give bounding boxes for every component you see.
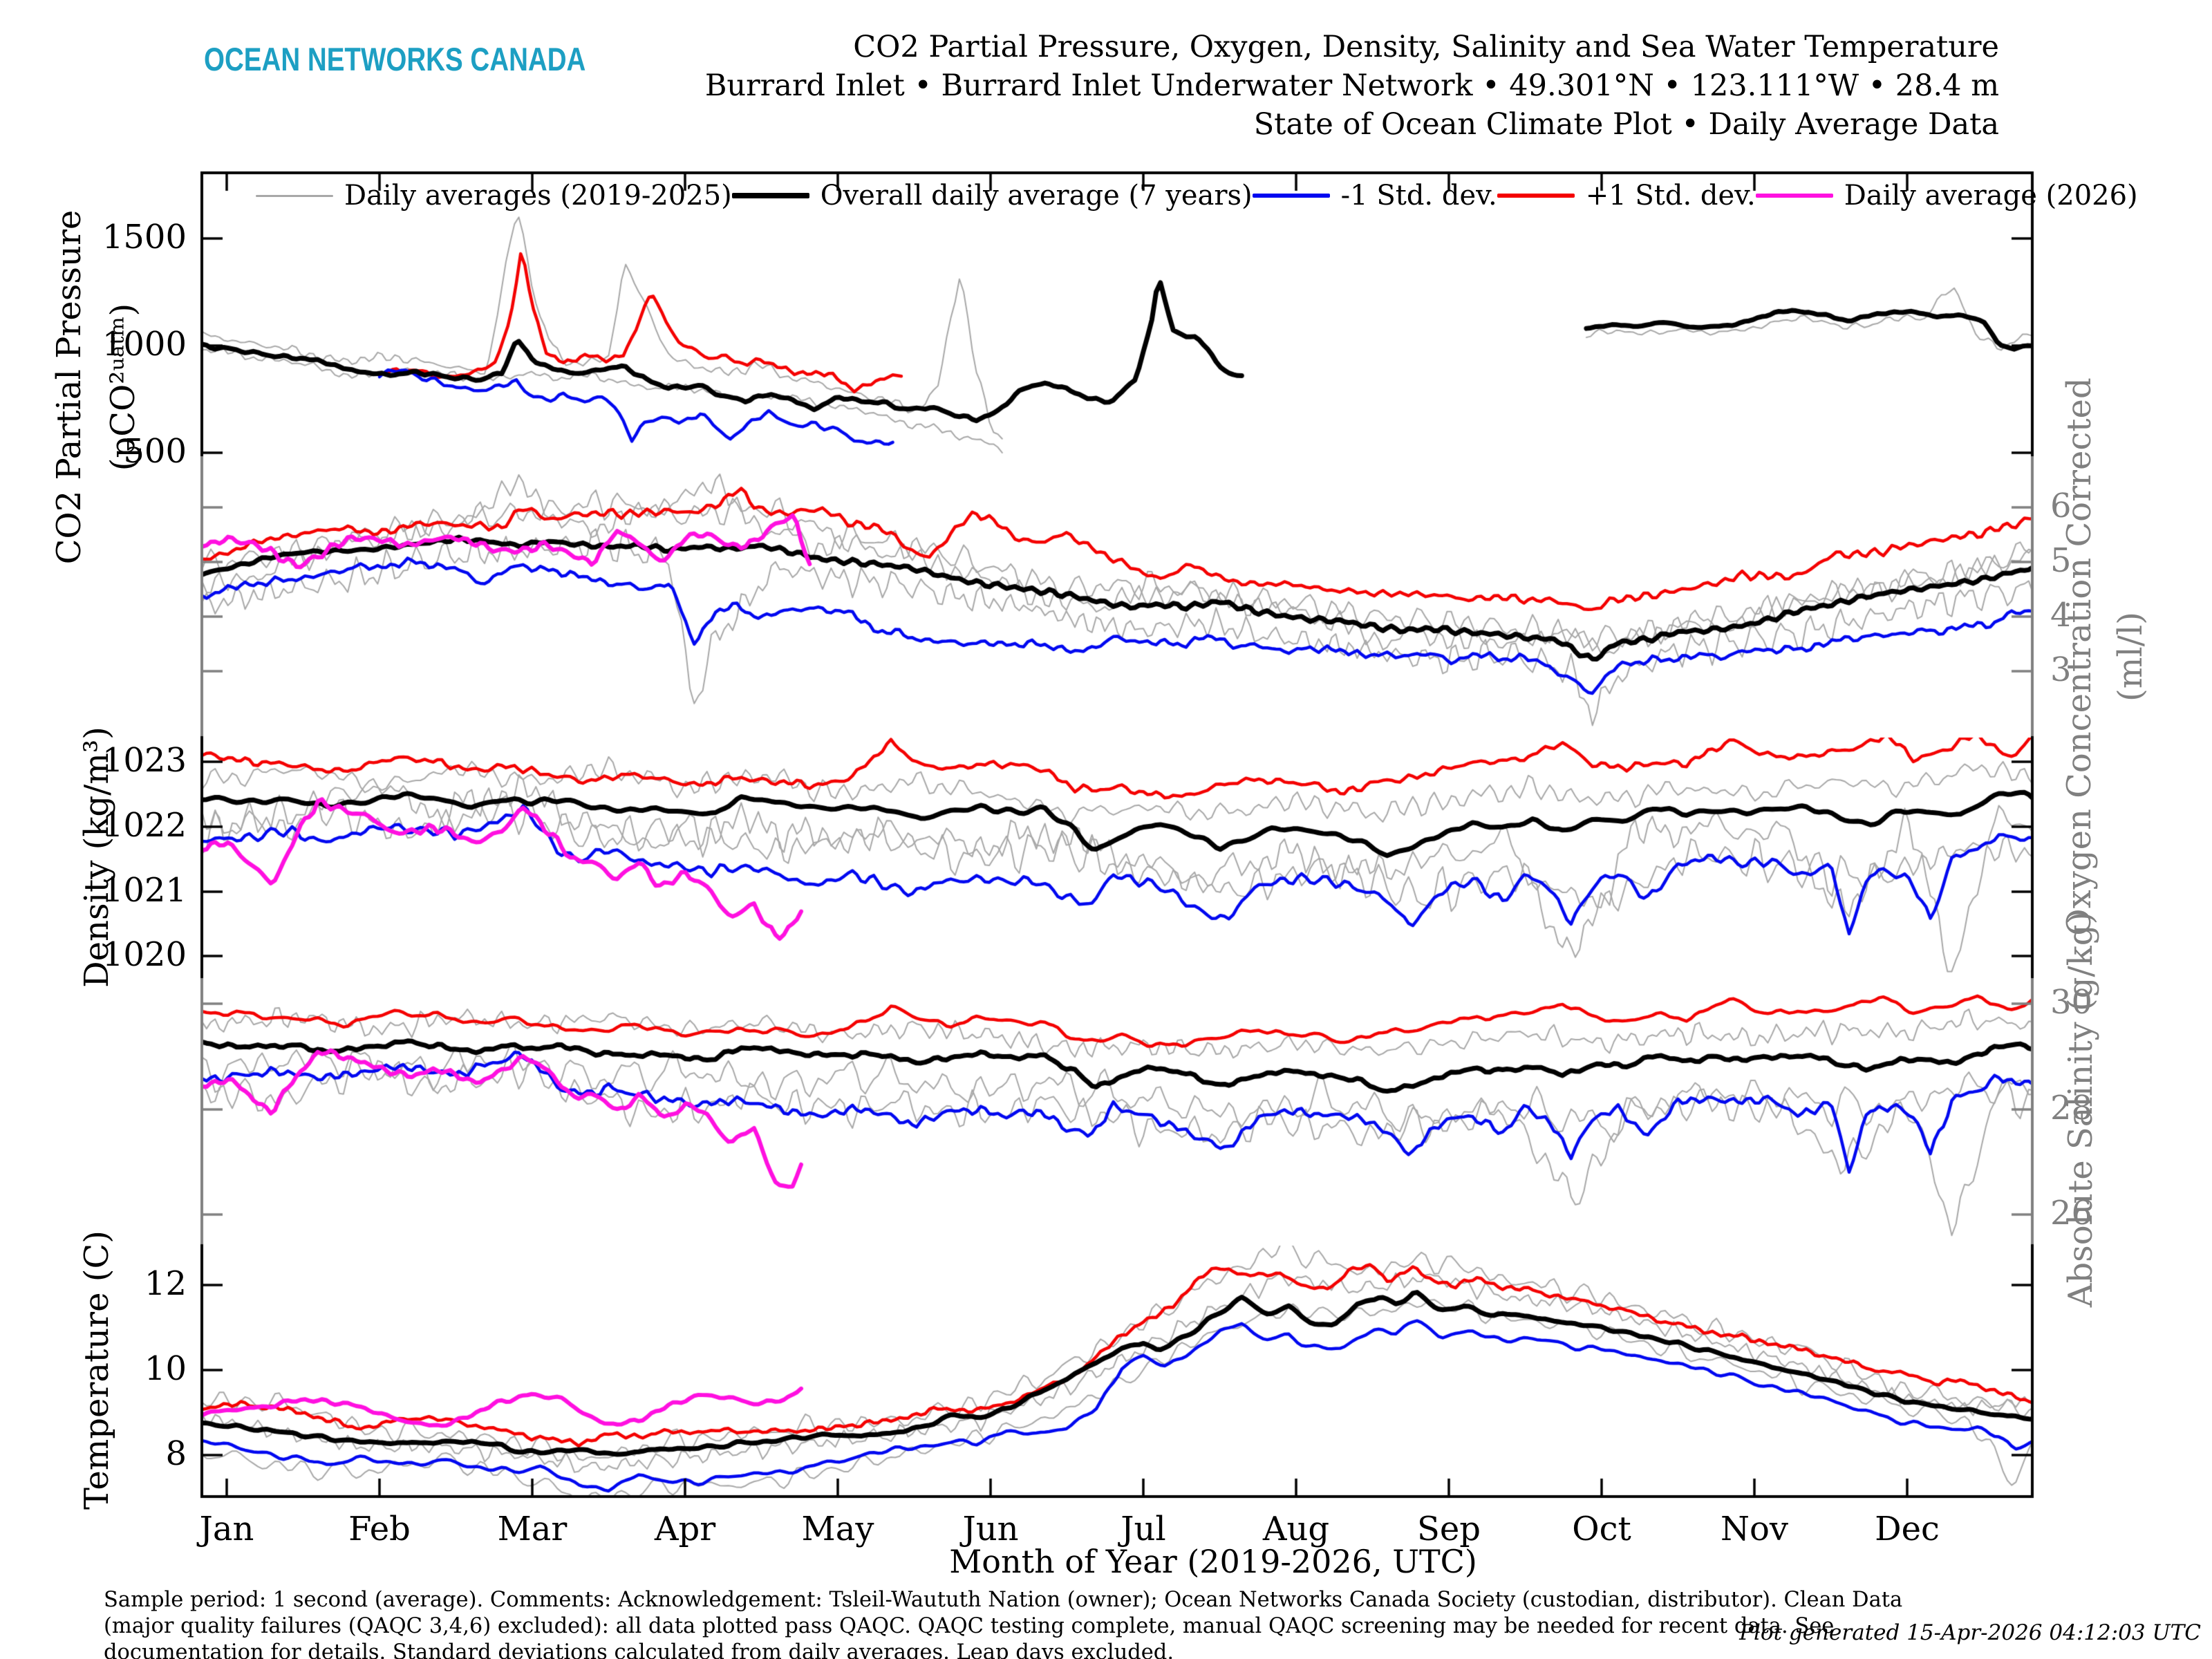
co2-tick-label: 500 bbox=[123, 432, 187, 471]
footer-line-1: Sample period: 1 second (average). Comme… bbox=[104, 1588, 1903, 1612]
co2-tick-label: 1500 bbox=[102, 218, 187, 256]
oxygen-tick-label: 3 bbox=[2050, 650, 2072, 689]
co2-axis-title: CO2 Partial Pressure bbox=[50, 209, 88, 565]
x-tick-label-apr: Apr bbox=[654, 1510, 716, 1548]
legend-item-1: Overall daily average (7 years) bbox=[731, 180, 1253, 212]
oxygen-tick-label: 5 bbox=[2050, 541, 2072, 580]
x-tick-label-aug: Aug bbox=[1262, 1510, 1330, 1548]
legend-line-sample bbox=[1755, 194, 1833, 198]
oxygen-tick-label: 6 bbox=[2050, 487, 2072, 525]
legend-line-sample bbox=[1252, 194, 1330, 198]
density-tick-label: 1022 bbox=[102, 806, 187, 845]
legend-line-sample bbox=[731, 193, 809, 198]
legend-item-3: +1 Std. dev. bbox=[1497, 180, 1756, 212]
legend-item-4: Daily average (2026) bbox=[1755, 180, 2138, 212]
salinity-tick-label: 26 bbox=[2050, 1194, 2093, 1232]
ocean-networks-canada-logo: OCEAN NETWORKS CANADA bbox=[204, 41, 586, 77]
footer-line-2: (major quality failures (QAQC 3,4,6) exc… bbox=[104, 1614, 1835, 1638]
x-tick-label-nov: Nov bbox=[1720, 1510, 1788, 1548]
x-tick-label-oct: Oct bbox=[1572, 1510, 1631, 1548]
x-tick-label-dec: Dec bbox=[1875, 1510, 1940, 1548]
x-tick-label-feb: Feb bbox=[348, 1510, 411, 1548]
x-tick-label-sep: Sep bbox=[1416, 1510, 1481, 1548]
legend-item-2: -1 Std. dev. bbox=[1252, 180, 1497, 212]
co2-tick-label: 1000 bbox=[102, 325, 187, 364]
legend-label: +1 Std. dev. bbox=[1585, 180, 1756, 212]
x-tick-label-jan: Jan bbox=[199, 1510, 254, 1548]
x-tick-label-jun: Jun bbox=[962, 1510, 1019, 1548]
density-tick-label: 1020 bbox=[102, 935, 187, 974]
temperature-tick-label: 10 bbox=[144, 1349, 187, 1388]
x-tick-label-may: May bbox=[801, 1510, 874, 1548]
density-tick-label: 1023 bbox=[102, 741, 187, 780]
legend-line-sample bbox=[256, 194, 333, 197]
legend-label: Overall daily average (7 years) bbox=[820, 180, 1253, 212]
footer-line-3: documentation for details. Standard devi… bbox=[104, 1640, 1174, 1659]
legend-line-sample bbox=[1497, 194, 1575, 198]
x-axis-title: Month of Year (2019-2026, UTC) bbox=[949, 1543, 1477, 1580]
plot-subtitle-location: Burrard Inlet • Burrard Inlet Underwater… bbox=[704, 68, 1999, 103]
footer-comments: Sample period: 1 second (average). Comme… bbox=[104, 1587, 1902, 1659]
legend: Daily averages (2019-2025) Overall daily … bbox=[256, 177, 2138, 214]
x-tick-label-mar: Mar bbox=[497, 1510, 568, 1548]
plot-title: CO2 Partial Pressure, Oxygen, Density, S… bbox=[853, 30, 1999, 64]
plot-subtitle-type: State of Ocean Climate Plot • Daily Aver… bbox=[1253, 107, 1999, 142]
legend-item-0: Daily averages (2019-2025) bbox=[256, 180, 732, 212]
legend-label: Daily averages (2019-2025) bbox=[344, 180, 732, 212]
salinity-tick-label: 28 bbox=[2050, 1089, 2093, 1127]
salinity-tick-label: 30 bbox=[2050, 983, 2093, 1022]
plot-title-block: CO2 Partial Pressure, Oxygen, Density, S… bbox=[705, 28, 1999, 144]
x-tick-label-jul: Jul bbox=[1121, 1510, 1166, 1548]
density-tick-label: 1021 bbox=[102, 871, 187, 910]
legend-label: -1 Std. dev. bbox=[1340, 180, 1497, 212]
legend-label: Daily average (2026) bbox=[1844, 180, 2138, 212]
temperature-tick-label: 12 bbox=[144, 1264, 187, 1303]
temperature-tick-label: 8 bbox=[165, 1434, 187, 1473]
oxygen-tick-label: 4 bbox=[2050, 596, 2072, 635]
plot-generated-timestamp: Plot generated 15-Apr-2026 04:12:03 UTC bbox=[1739, 1620, 2201, 1645]
